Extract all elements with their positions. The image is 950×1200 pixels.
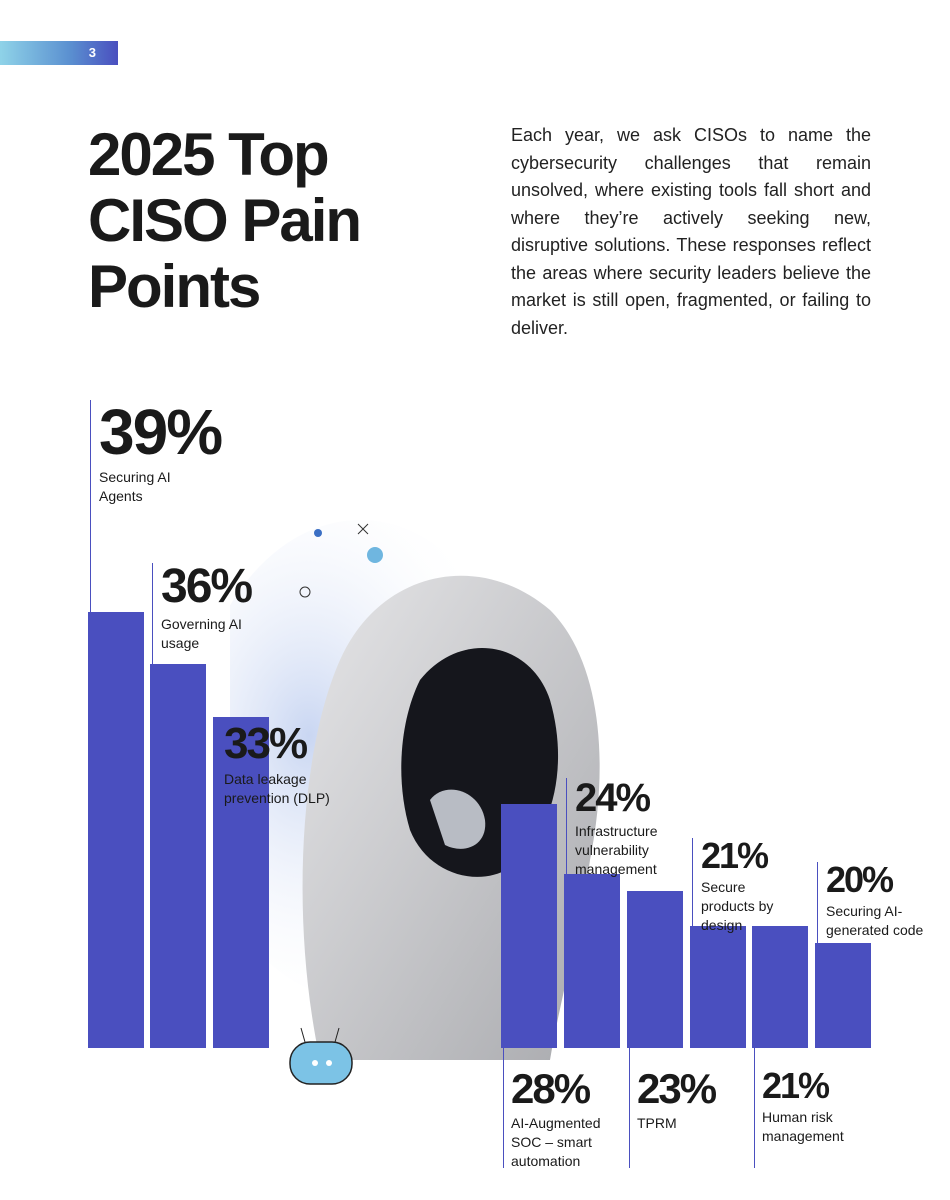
data-label: 28% AI-Augmented SOC – smart automation: [503, 1068, 621, 1171]
chat-icon: [289, 1027, 353, 1085]
category-label: Data leakage prevention (DLP): [224, 771, 330, 806]
data-label: 20% Securing AI-generated code: [817, 859, 926, 944]
data-label: 21% Secure products by design: [692, 835, 796, 933]
data-label: 36% Governing AI usage: [152, 560, 253, 665]
value-label: 39%: [99, 396, 223, 468]
bar: [752, 925, 808, 1048]
bar: [150, 664, 206, 1048]
value-label: 33%: [224, 719, 308, 768]
value-label: 21%: [762, 1065, 830, 1106]
bar: [213, 716, 269, 1048]
bar: [88, 612, 144, 1048]
label-line: [503, 1048, 504, 1168]
bar: [815, 943, 871, 1048]
value-label: 21%: [701, 835, 769, 876]
description: Each year, we ask CISOs to name the cybe…: [511, 125, 871, 338]
category-label: Governing AI usage: [161, 616, 242, 651]
category-label: TPRM: [637, 1115, 677, 1131]
page-number: 3: [0, 41, 118, 65]
value-label: 23%: [637, 1065, 717, 1112]
label-line: [629, 1048, 630, 1168]
data-label: 39% Securing AI Agents: [90, 396, 223, 612]
bar: [564, 873, 620, 1048]
category-label: Secure products by design: [701, 879, 774, 933]
data-label: 33% Data leakage prevention (DLP): [215, 722, 354, 808]
label-line: [754, 1048, 755, 1168]
bar: [690, 925, 746, 1048]
data-label: 24% Infrastructure vulnerability manageme…: [566, 776, 680, 877]
category-label: Infrastructure vulnerability management: [575, 823, 658, 877]
title: 2025 Top CISO Pain Points: [88, 121, 362, 320]
category-label: Securing AI-generated code: [826, 903, 924, 938]
data-label: 23% TPRM: [629, 1068, 727, 1133]
data-label: 21% Human risk management: [754, 1068, 862, 1146]
value-label: 20%: [826, 859, 894, 900]
bar: [627, 891, 683, 1048]
value-label: 36%: [161, 560, 253, 613]
value-label: 28%: [511, 1065, 591, 1112]
category-label: Human risk management: [762, 1109, 844, 1144]
bar: [501, 803, 557, 1048]
category-label: Securing AI Agents: [99, 469, 171, 504]
category-label: AI-Augmented SOC – smart automation: [511, 1115, 601, 1169]
value-label: 24%: [575, 776, 651, 820]
